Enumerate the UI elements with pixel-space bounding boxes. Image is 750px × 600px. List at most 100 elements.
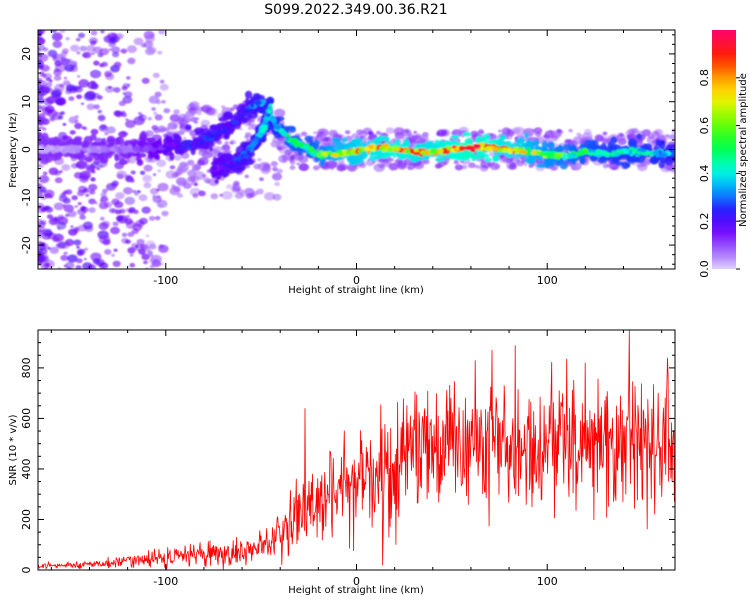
noise-blob <box>43 73 52 80</box>
noise-blob <box>149 33 155 38</box>
noise-blob <box>68 84 72 88</box>
noise-blob <box>74 205 79 208</box>
ridge-halo <box>438 141 445 148</box>
ridge-core <box>307 146 314 151</box>
ridge-core <box>568 154 573 159</box>
noise-blob <box>86 45 96 52</box>
noise-blob <box>77 75 81 78</box>
ridge-core <box>113 144 120 150</box>
ridge-halo <box>313 140 320 147</box>
noise-blob <box>210 193 219 200</box>
noise-blob <box>97 114 106 121</box>
ridge-halo <box>324 145 333 150</box>
noise-blob <box>127 231 135 237</box>
ridge-halo <box>562 143 572 151</box>
ridge-halo <box>74 136 83 142</box>
noise-blob <box>143 260 148 265</box>
noise-blob <box>202 174 207 178</box>
xtick-label: -100 <box>153 575 178 588</box>
noise-blob <box>58 170 63 174</box>
noise-blob <box>176 116 182 121</box>
spectrogram-xlabel: Height of straight line (km) <box>288 285 424 296</box>
noise-blob <box>152 195 162 203</box>
noise-blob <box>69 130 76 135</box>
ridge-halo <box>55 140 64 147</box>
noise-blob <box>74 122 83 130</box>
ridge-halo <box>660 156 668 164</box>
noise-blob <box>612 166 617 171</box>
noise-blob <box>183 182 192 189</box>
ridge-halo <box>248 112 258 119</box>
ridge-halo <box>136 159 144 166</box>
noise-blob <box>159 83 169 91</box>
noise-blob <box>582 132 593 141</box>
noise-blob <box>161 210 169 217</box>
noise-blob <box>97 109 103 114</box>
ridge-core <box>151 144 159 148</box>
ytick-label: 10 <box>20 95 33 109</box>
noise-blob <box>108 48 112 51</box>
noise-blob <box>328 129 338 137</box>
noise-blob <box>42 127 47 131</box>
noise-blob <box>247 119 255 125</box>
ridge-halo <box>597 157 608 164</box>
noise-blob <box>196 111 202 116</box>
ridge-core <box>311 152 317 156</box>
noise-blob <box>100 192 107 198</box>
ridge-halo <box>653 146 659 151</box>
noise-blob <box>197 159 205 166</box>
noise-blob <box>83 221 93 230</box>
noise-blob <box>89 189 96 195</box>
ytick-label: 20 <box>20 47 33 61</box>
noise-blob <box>62 80 71 87</box>
noise-blob <box>152 72 160 79</box>
noise-blob <box>66 84 76 92</box>
noise-blob <box>191 168 196 172</box>
noise-blob <box>61 191 67 196</box>
noise-blob <box>234 181 240 186</box>
colorbar-gradient <box>712 30 736 269</box>
noise-blob <box>146 46 157 54</box>
ridge-halo <box>655 139 663 147</box>
noise-blob <box>75 37 81 42</box>
noise-blob <box>88 207 96 214</box>
ridge-core <box>77 145 83 150</box>
ridge-core <box>246 149 251 156</box>
noise-blob <box>111 198 120 205</box>
noise-blob <box>324 137 330 142</box>
noise-blob <box>153 258 159 263</box>
ridge-core <box>292 141 300 146</box>
ridge-core <box>488 147 493 153</box>
xtick-label: 0 <box>353 274 360 287</box>
ridge-halo <box>319 158 326 167</box>
ridge-core <box>74 148 81 154</box>
noise-blob <box>121 232 128 237</box>
noise-blob <box>59 111 65 115</box>
noise-blob <box>381 159 392 167</box>
ridge-core <box>622 148 630 154</box>
noise-blob <box>172 124 177 128</box>
ridge-halo <box>549 162 555 168</box>
ridge-core <box>517 149 524 153</box>
noise-blob <box>256 188 264 195</box>
noise-blob <box>299 163 310 172</box>
ridge-core <box>614 152 621 157</box>
noise-blob <box>240 193 246 197</box>
noise-blob <box>627 128 637 135</box>
noise-blob <box>152 173 157 177</box>
ridge-core <box>429 148 438 154</box>
noise-blob <box>187 175 196 183</box>
noise-blob <box>111 180 119 187</box>
noise-blob <box>602 163 609 169</box>
ridge-core <box>250 103 255 108</box>
ridge-core <box>476 144 481 149</box>
ytick-label: 0 <box>20 146 33 153</box>
ridge-core <box>218 129 227 134</box>
noise-blob <box>83 257 87 261</box>
ridge-halo <box>524 132 529 139</box>
noise-blob <box>502 130 508 134</box>
noise-blob <box>504 157 511 163</box>
noise-blob <box>273 108 286 118</box>
noise-blob <box>147 117 153 121</box>
